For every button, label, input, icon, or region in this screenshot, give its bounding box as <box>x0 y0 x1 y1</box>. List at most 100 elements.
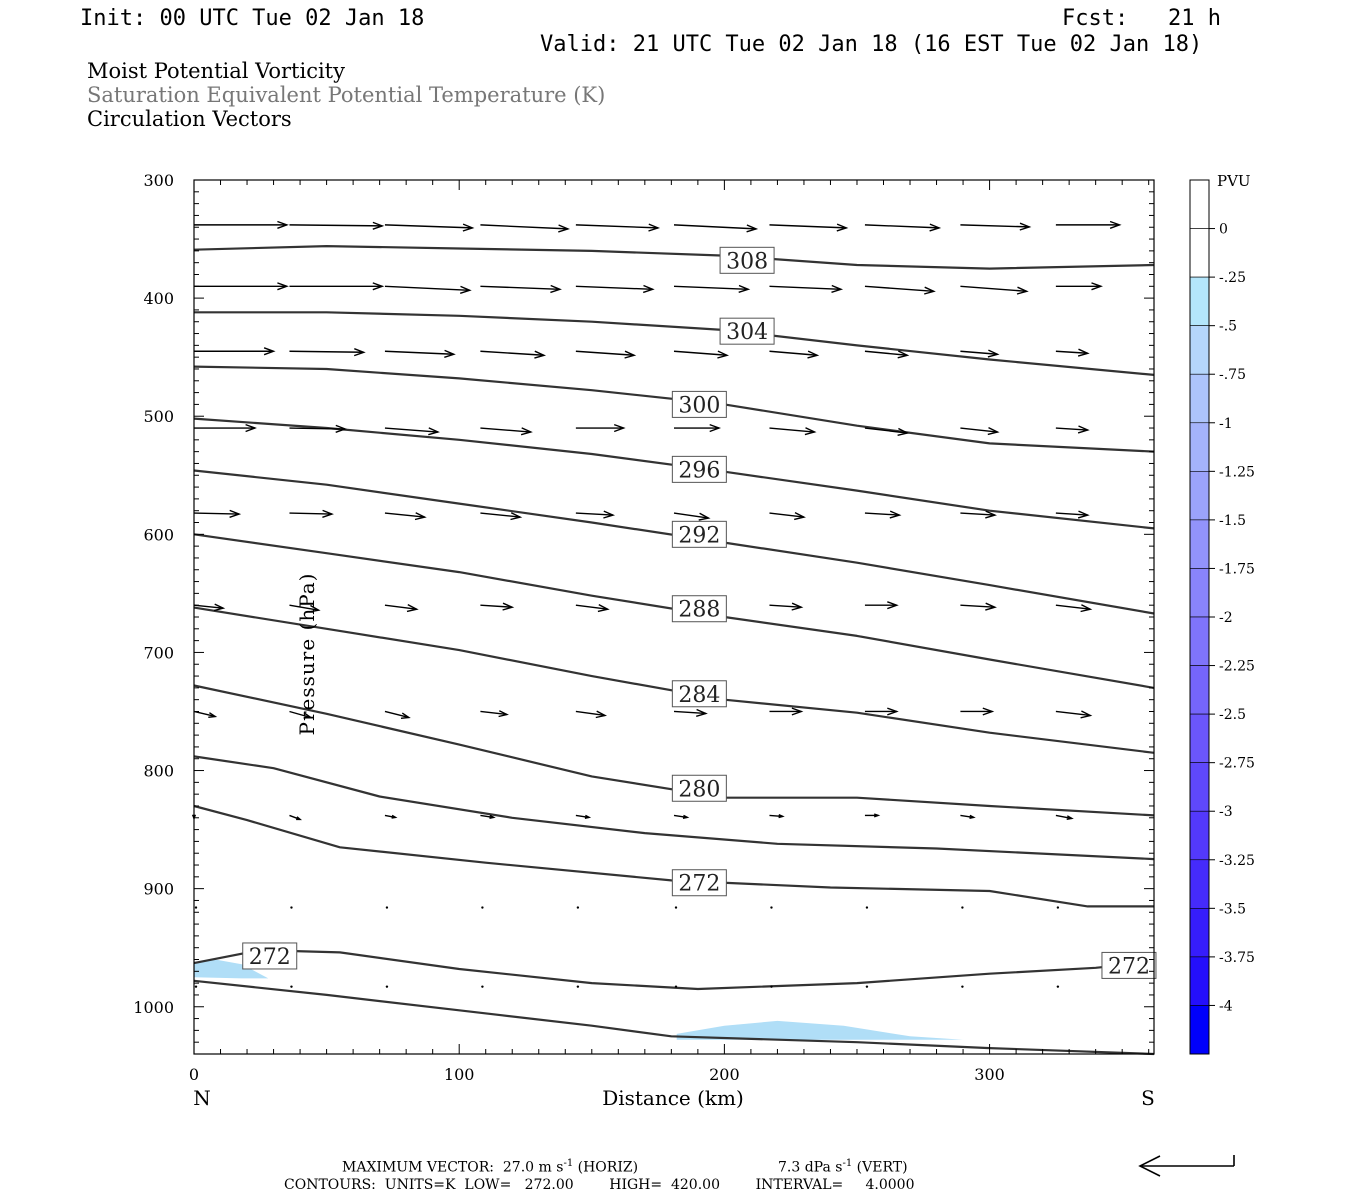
vector-head <box>550 284 562 294</box>
vector-head <box>213 603 226 612</box>
x-tick-label: 0 <box>189 1065 199 1084</box>
circulation-vector <box>480 602 515 611</box>
colorbar-label: -2.75 <box>1219 756 1255 772</box>
contour-label: 292 <box>678 523 720 548</box>
vector-head <box>807 350 820 359</box>
y-tick-label: 1000 <box>133 998 174 1017</box>
title-vectors: Circulation Vectors <box>87 107 292 131</box>
vector-shaft <box>864 224 940 229</box>
circulation-vector <box>769 511 806 521</box>
vector-head <box>887 601 899 610</box>
circulation-vector <box>194 423 257 433</box>
circulation-vector <box>575 710 608 719</box>
circulation-vector <box>674 423 722 433</box>
circulation-vector <box>1055 282 1103 291</box>
vector-head <box>502 602 515 611</box>
contour-label-box <box>671 455 727 483</box>
circulation-vector <box>960 602 997 611</box>
vector-shaft <box>575 710 606 717</box>
vector-shaft <box>864 512 900 516</box>
circulation-vector <box>770 906 773 909</box>
contour-label-box <box>671 869 727 897</box>
vector-shaft <box>384 285 470 291</box>
contour-label-box <box>1101 951 1157 979</box>
pv-region-0 <box>194 959 269 979</box>
contour-label: 272 <box>678 872 720 897</box>
circulation-vector <box>194 347 276 356</box>
circulation-vector <box>385 985 389 988</box>
contour-label: 304 <box>726 320 768 345</box>
contour-line-300-2 <box>193 365 1155 453</box>
vector-head <box>322 509 334 518</box>
max-vector-horiz: 27.0 m s <box>502 1159 564 1176</box>
circulation-vector <box>864 510 902 519</box>
colorbar-swatch <box>1189 713 1210 763</box>
circulation-vector <box>289 282 385 291</box>
circulation-vector <box>481 906 484 909</box>
contour-label: 300 <box>678 393 720 418</box>
vector-head <box>897 427 910 436</box>
contour-layer <box>193 245 1155 1056</box>
contour-label: 280 <box>678 777 720 802</box>
colorbar-swatch <box>1189 519 1210 569</box>
vector-dot <box>865 985 869 988</box>
vector-shaft <box>769 604 802 608</box>
contour-line-308-0 <box>193 245 1155 270</box>
colorbar-swatch <box>1189 325 1210 375</box>
circulation-vector <box>1055 220 1122 229</box>
colorbar-swatch <box>1189 568 1210 618</box>
circulation-vector <box>673 708 708 717</box>
vector-head <box>603 510 616 519</box>
contour-label: 308 <box>726 249 768 274</box>
vector-shaft <box>1055 427 1088 431</box>
vector-head <box>372 221 385 230</box>
colorbar-label: -.5 <box>1219 319 1237 335</box>
vector-dot <box>194 906 198 909</box>
colorbar-label: -.25 <box>1219 270 1246 286</box>
vector-dot <box>674 906 678 909</box>
circulation-vector <box>194 282 289 291</box>
colorbar-label: -1.75 <box>1219 561 1255 577</box>
vector-head <box>738 284 751 293</box>
contour-label-box <box>671 595 727 623</box>
circulation-vector <box>864 813 881 818</box>
circulation-vector <box>769 707 804 716</box>
circulation-vector <box>384 427 440 436</box>
y-tick-label: 700 <box>143 643 174 662</box>
colorbar-swatch <box>1189 859 1210 909</box>
circulation-vector <box>576 906 580 909</box>
vector-shaft <box>960 350 998 355</box>
circulation-vector <box>1055 348 1090 357</box>
circulation-vector <box>194 906 198 909</box>
reference-arrow <box>1138 1155 1235 1177</box>
vector-shaft <box>769 512 805 518</box>
circulation-vector <box>576 985 580 988</box>
vector-shaft <box>673 814 688 819</box>
vector-head <box>558 224 570 233</box>
vector-shaft <box>769 285 842 290</box>
circulation-vector <box>575 423 626 433</box>
circulation-vector <box>1055 814 1074 820</box>
circulation-vector <box>480 224 570 233</box>
circulation-vector <box>575 223 661 232</box>
colorbar-swatch <box>1189 1005 1210 1055</box>
vector-head <box>1080 604 1093 613</box>
axes-layer: 300 400 500 600 700 800 900 1000 0 100 200 300 <box>133 171 1154 1084</box>
vector-head <box>648 223 661 232</box>
contour-line-unlabeled-11 <box>193 979 1155 1056</box>
vector-head <box>584 814 592 819</box>
vector-head <box>534 350 547 359</box>
vector-head <box>1077 425 1090 434</box>
contour-label: 296 <box>678 458 720 483</box>
vector-dot <box>194 985 198 988</box>
vector-dot <box>290 985 293 988</box>
vector-head <box>929 223 942 232</box>
vector-shaft <box>1055 350 1088 354</box>
pv-shading-layer <box>194 959 964 1040</box>
vector-head <box>717 350 730 359</box>
colorbar-label: -2.5 <box>1219 707 1246 723</box>
vector-shaft <box>673 285 749 290</box>
circulation-vector <box>480 284 562 294</box>
vector-head <box>414 512 427 521</box>
